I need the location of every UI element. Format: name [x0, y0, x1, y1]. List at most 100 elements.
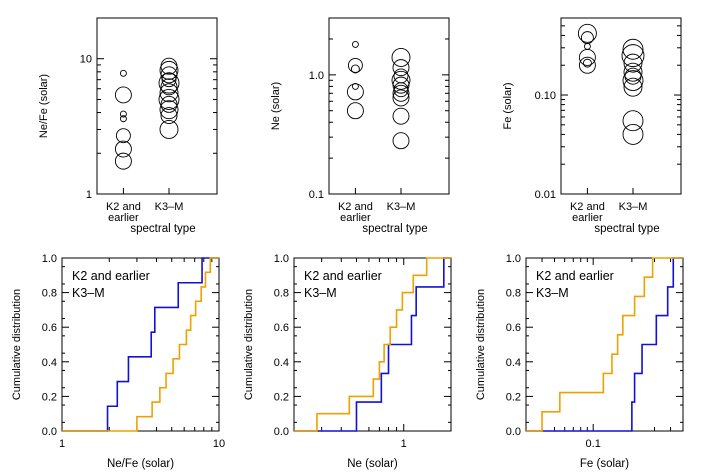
data-point — [346, 102, 364, 120]
x-category-label: K3–M — [155, 201, 184, 213]
data-point — [346, 83, 364, 101]
data-point — [578, 56, 596, 74]
y-tick-label: 0.2 — [506, 391, 521, 403]
y-axis-label: Ne (solar) — [270, 82, 282, 130]
legend-label-k2: K2 and earlier — [304, 269, 382, 283]
data-point — [622, 38, 644, 60]
data-point — [392, 84, 410, 102]
data-point — [392, 59, 410, 77]
data-point — [623, 53, 643, 73]
y-tick-label: 0.4 — [42, 357, 57, 369]
y-axis-label: Ne/Fe (solar) — [38, 74, 50, 138]
data-point — [351, 40, 359, 48]
plot-frame — [293, 257, 452, 432]
legend-label-k3m: K3–M — [536, 286, 569, 300]
data-point — [160, 66, 178, 84]
y-axis-label: Cumulative distribution — [243, 289, 255, 400]
x-axis-label: Fe (solar) — [580, 458, 629, 470]
y-tick-label: 0.2 — [42, 391, 57, 403]
data-point — [119, 115, 127, 123]
x-category-label: K2 and — [106, 201, 141, 213]
y-axis-label: Cumulative distribution — [475, 289, 487, 400]
x-tick-label: 1 — [401, 438, 407, 450]
series-line-k2 — [294, 257, 451, 432]
data-point — [580, 31, 594, 45]
x-category-label: earlier — [340, 212, 371, 224]
y-tick-label: 0.2 — [274, 391, 289, 403]
y-tick-label: 0.8 — [274, 288, 289, 300]
data-point — [622, 123, 644, 145]
data-point — [577, 23, 597, 43]
data-point — [392, 107, 410, 125]
y-tick-label: 0.1 — [309, 189, 324, 201]
plot-frame — [525, 257, 684, 432]
y-tick-label: 0.0 — [274, 426, 289, 438]
y-tick-label: 1 — [86, 189, 92, 201]
data-point — [160, 57, 178, 75]
cdf-panel-1: 0.0 0.2 0.4 0.6 0.8 1.0 1 10 K2 and earlier K3–M N… — [11, 253, 225, 470]
plot-frame — [96, 17, 218, 195]
plot-frame — [560, 17, 682, 195]
x-axis-label: Ne (solar) — [347, 458, 398, 470]
data-point — [392, 132, 410, 150]
y-tick-label: 1.0 — [309, 70, 324, 82]
data-point — [583, 42, 591, 50]
series-line-k2 — [62, 257, 219, 432]
data-point — [160, 95, 178, 113]
data-point — [392, 76, 410, 94]
data-point — [578, 48, 596, 66]
data-point — [158, 72, 180, 94]
data-point — [351, 82, 359, 90]
data-point — [622, 110, 644, 132]
x-tick-label: 1 — [59, 438, 65, 450]
data-point — [159, 60, 179, 80]
data-point — [115, 128, 131, 144]
data-point — [582, 58, 592, 68]
plot-frame — [61, 257, 220, 432]
data-point — [119, 110, 127, 118]
data-point — [114, 86, 132, 104]
y-tick-label: 1.0 — [274, 253, 289, 265]
data-point — [160, 78, 178, 96]
x-category-label: earlier — [572, 212, 603, 224]
data-point — [114, 152, 132, 170]
y-tick-label: 0.10 — [535, 90, 556, 102]
y-tick-label: 0.8 — [506, 288, 521, 300]
y-tick-label: 0.0 — [42, 426, 57, 438]
x-axis-label: Ne/Fe (solar) — [107, 458, 174, 470]
data-point — [391, 70, 411, 90]
y-tick-label: 0.01 — [535, 189, 556, 201]
x-category-label: K3–M — [387, 201, 416, 213]
legend-label-k2: K2 and earlier — [536, 269, 614, 283]
data-point — [160, 107, 178, 125]
y-tick-label: 0.0 — [506, 426, 521, 438]
x-axis-label: spectral type — [130, 223, 195, 235]
y-tick-label: 1.0 — [42, 253, 57, 265]
x-category-label: K2 and — [338, 201, 373, 213]
data-point — [350, 64, 360, 74]
data-point — [622, 70, 644, 92]
series-line-k3m — [526, 257, 683, 432]
data-point — [624, 67, 642, 85]
legend-label-k3m: K3–M — [304, 286, 337, 300]
y-tick-label: 0.8 — [42, 288, 57, 300]
legend-label-k2: K2 and earlier — [72, 269, 150, 283]
data-point — [623, 77, 643, 97]
x-category-label: K2 and — [570, 201, 605, 213]
x-category-label: earlier — [108, 212, 139, 224]
data-point — [159, 120, 179, 139]
plot-frame — [328, 17, 450, 195]
series-line-k2 — [526, 257, 683, 432]
cdf-panel-3: 0.0 0.2 0.4 0.6 0.8 1.0 0.1 K2 and earlier K3–M F… — [475, 253, 684, 470]
data-point — [158, 88, 180, 110]
y-tick-label: 0.6 — [506, 322, 521, 334]
data-point — [159, 83, 179, 103]
cdf-panel-2: 0.0 0.2 0.4 0.6 0.8 1.0 1 K2 and earlier K3–M Ne … — [243, 253, 452, 470]
series-line-k3m — [294, 257, 451, 432]
y-tick-label: 0.4 — [506, 357, 521, 369]
x-category-label: K3–M — [619, 201, 648, 213]
